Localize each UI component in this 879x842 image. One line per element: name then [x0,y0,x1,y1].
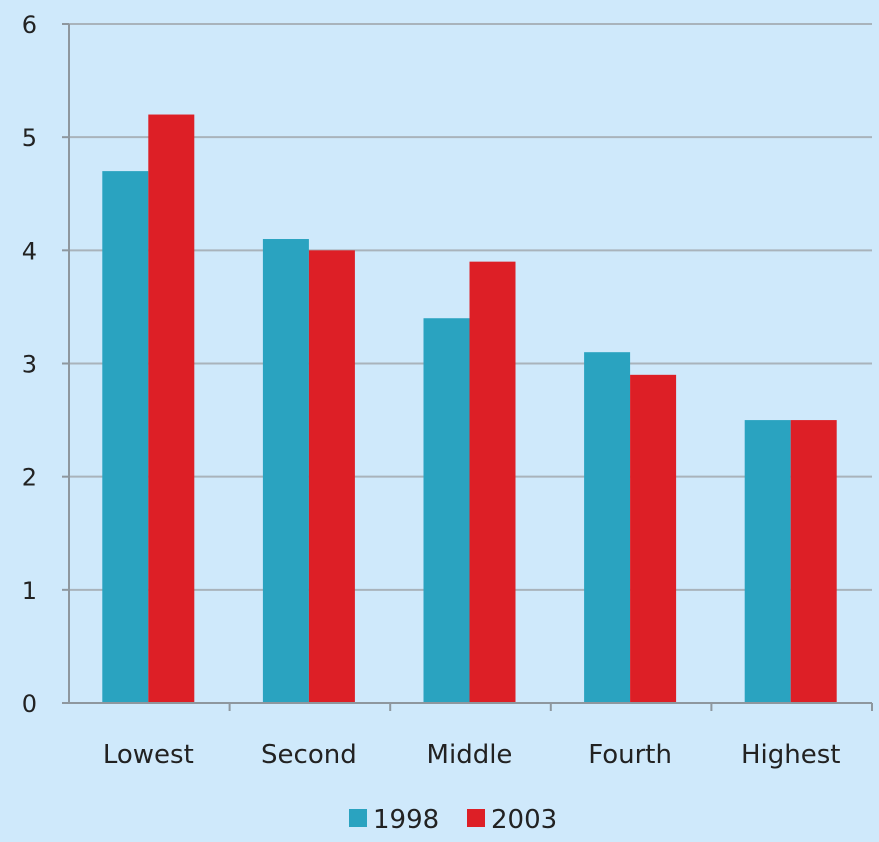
bar-2003-lowest [148,114,195,704]
x-tick-label: Lowest [103,740,194,770]
bars [102,114,837,704]
x-tick-labels: Lowest Second Middle Fourth Highest [103,740,841,770]
y-tick-label: 6 [22,11,37,39]
x-tick-label: Middle [427,740,513,770]
bar-1998-lowest [102,171,149,703]
y-tick-label: 2 [22,464,37,492]
y-tick-label: 0 [22,690,37,718]
legend: 1998 2003 [349,805,557,835]
bar-1998-second [262,239,309,703]
bar-1998-fourth [584,352,631,703]
x-tick-label: Second [261,740,357,770]
y-tick-label: 4 [22,237,37,265]
y-tick-labels: 0 1 2 3 4 5 6 [22,11,37,718]
bar-1998-highest [744,420,791,703]
x-tick-label: Fourth [588,740,672,770]
bar-2003-middle [469,261,516,703]
y-tick-label: 1 [22,577,37,605]
legend-swatch-2003 [467,809,485,827]
bar-2003-highest [790,420,837,703]
legend-swatch-1998 [349,809,367,827]
y-tick-label: 3 [22,351,37,379]
bar-1998-middle [423,318,470,703]
legend-label-1998: 1998 [373,805,439,835]
bar-2003-second [308,250,355,704]
bar-2003-fourth [630,374,677,703]
axes [62,23,873,711]
x-tick-label: Highest [741,740,841,770]
legend-label-2003: 2003 [491,805,557,835]
y-tick-label: 5 [22,124,37,152]
